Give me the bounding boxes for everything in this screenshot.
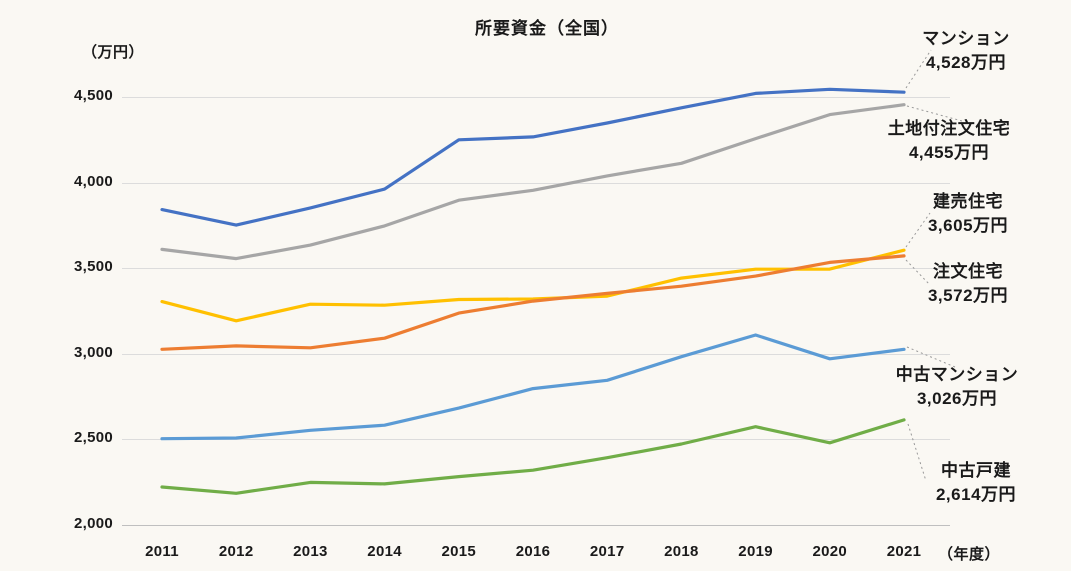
callout-series-name: 中古マンション (895, 365, 1019, 384)
series-line-5 (160, 418, 906, 495)
callout-series-name: マンション (922, 29, 1010, 48)
y-axis-tick-label: 2,500 (73, 429, 113, 447)
x-axis-tick-label: 2018 (664, 543, 699, 560)
callout-series-value: 4,455万円 (908, 143, 990, 162)
series-line-3 (160, 254, 906, 351)
y-axis-tick-label: 4,000 (73, 172, 113, 190)
series-callout-5: 中古戸建 2,614万円 (936, 459, 1016, 507)
chart-title: 所要資金（全国） (475, 19, 619, 38)
callout-series-name: 建売住宅 (932, 192, 1003, 211)
series-callout-3: 注文住宅 3,572万円 (928, 260, 1008, 308)
series-line-2 (160, 248, 906, 323)
callout-series-name: 土地付注文住宅 (887, 119, 1011, 138)
series-callout-4: 中古マンション 3,026万円 (896, 363, 1019, 411)
callout-series-name: 中古戸建 (940, 461, 1011, 480)
x-axis-tick-label: 2011 (145, 543, 179, 560)
series-callout-1: 土地付注文住宅 4,455万円 (888, 117, 1011, 165)
x-axis-tick-label: 2012 (218, 543, 254, 560)
callout-leader-line (907, 423, 927, 482)
x-axis-tick-label: 2019 (738, 543, 773, 560)
callout-series-value: 3,572万円 (927, 286, 1009, 305)
x-axis-tick-label: 2014 (367, 543, 402, 560)
callout-leader-line (905, 259, 931, 286)
x-axis-unit-label: （年度） (938, 546, 1001, 563)
y-axis-tick-label: 2,000 (73, 515, 113, 532)
series-callout-2: 建売住宅 3,605万円 (928, 190, 1008, 238)
y-axis-tick-label: 3,500 (73, 258, 113, 276)
callout-leader-line (905, 212, 931, 248)
y-axis-tick-label: 3,000 (73, 343, 113, 361)
x-axis-tick-label: 2021 (886, 543, 922, 560)
series-line-0 (160, 87, 906, 227)
x-axis-tick-label: 2015 (441, 543, 477, 560)
callout-leader-line (906, 346, 956, 368)
x-axis-tick-label: 2016 (515, 543, 551, 560)
series-line-4 (160, 333, 906, 441)
series-line-1 (160, 103, 906, 261)
y-axis-unit-label: （万円） (82, 44, 145, 61)
callout-series-value: 2,614万円 (935, 485, 1017, 504)
x-axis-tick-label: 2020 (812, 543, 848, 560)
x-axis-tick-label: 2017 (589, 543, 625, 560)
y-axis-tick-label: 4,500 (73, 87, 113, 104)
series-callout-0: マンション 4,528万円 (922, 27, 1010, 75)
callout-series-value: 3,605万円 (927, 216, 1009, 235)
callout-series-value: 3,026万円 (916, 389, 998, 408)
callout-series-name: 注文住宅 (932, 262, 1003, 281)
callout-series-value: 4,528万円 (925, 53, 1007, 72)
x-axis-tick-label: 2013 (293, 543, 328, 560)
